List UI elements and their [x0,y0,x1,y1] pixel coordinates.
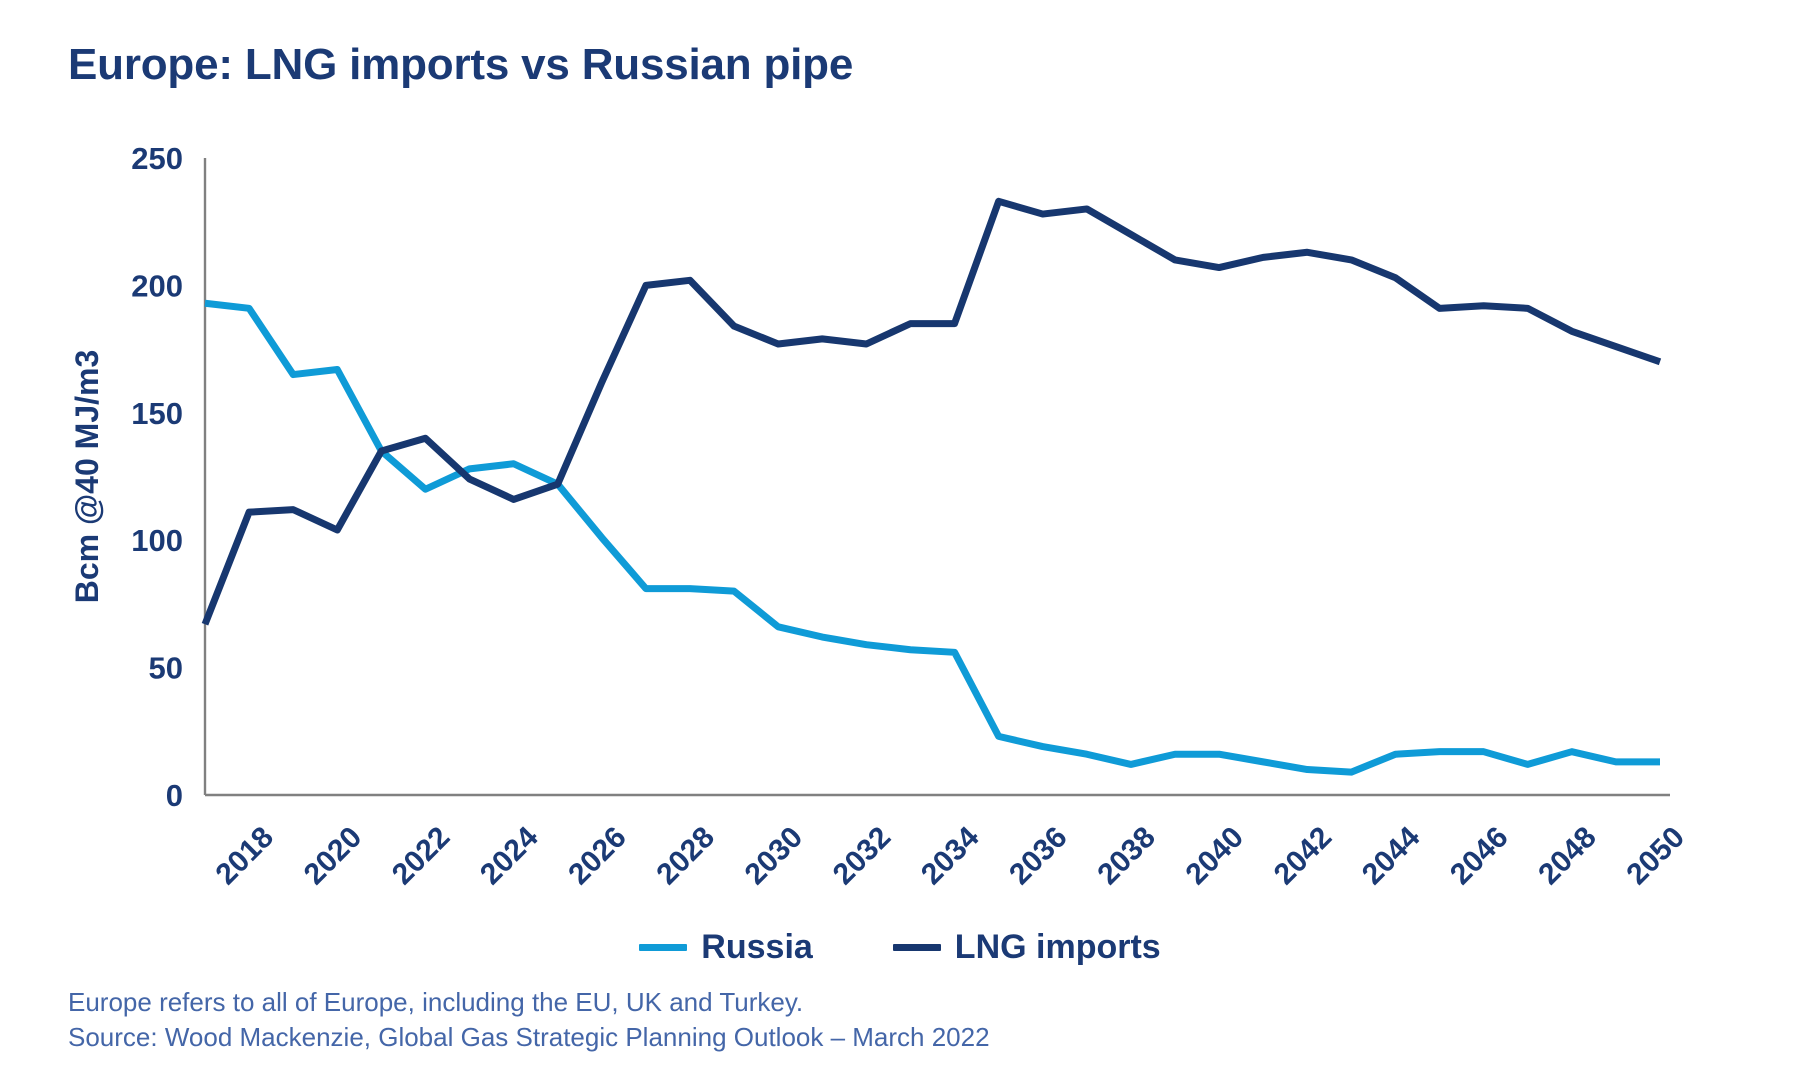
x-tick-label: 2032 [827,821,898,892]
y-tick-label: 0 [166,778,183,813]
x-tick-label: 2020 [298,821,369,892]
footnote-source: Source: Wood Mackenzie, Global Gas Strat… [68,1021,990,1052]
legend-label-russia: Russia [701,928,813,966]
y-tick-label: 100 [131,523,183,558]
y-tick-label: 250 [131,141,183,176]
y-tick-label: 50 [149,651,183,686]
legend-label-lng-imports: LNG imports [954,928,1161,966]
x-tick-label: 2048 [1532,821,1603,892]
footnote-scope: Europe refers to all of Europe, includin… [68,987,804,1017]
x-tick-label: 2036 [1003,821,1074,892]
legend-swatch-russia [639,943,688,951]
x-tick-label: 2034 [915,820,986,891]
x-tick-label: 2022 [386,821,457,892]
legend-swatch-lng-imports [892,943,941,951]
x-tick-label: 2042 [1268,821,1339,892]
y-tick-label: 200 [131,268,183,303]
chart-legend: Russia LNG imports [0,930,1800,964]
x-tick-label: 2030 [739,821,810,892]
x-tick-label: 2024 [474,820,545,891]
y-axis: 0 50 100 150 200 250 [131,141,207,813]
y-axis-title: Bcm @40 MJ/m3 [69,350,105,604]
series-lines [201,197,1662,776]
x-tick-label: 2050 [1620,821,1691,892]
series-line-russia [204,299,1660,776]
x-tick-label: 2018 [210,821,281,892]
page-title: Europe: LNG imports vs Russian pipe [68,40,854,89]
y-tick-label: 150 [131,396,183,431]
x-tick-label: 2046 [1444,821,1515,892]
x-tick-label: 2040 [1180,821,1251,892]
y-axis-title-text: Bcm @40 MJ/m3 [69,350,105,604]
legend-item-lng-imports[interactable]: LNG imports [892,928,1161,966]
x-axis: 2018 2020 2022 2024 2026 2028 2030 2032 2034 2036… [205,793,1691,892]
legend-item-russia[interactable]: Russia [639,930,813,964]
x-tick-label: 2038 [1091,821,1162,892]
x-tick-label: 2028 [650,821,721,892]
x-tick-label: 2026 [562,821,633,892]
footnotes: Europe refers to all of Europe, includin… [68,985,990,1054]
series-line-lng-imports [201,197,1662,626]
x-tick-label: 2044 [1356,820,1427,891]
